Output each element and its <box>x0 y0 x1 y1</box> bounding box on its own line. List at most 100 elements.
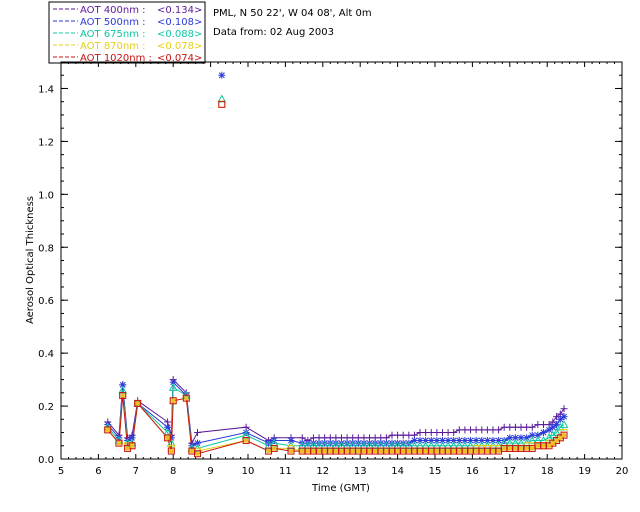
data-point <box>264 441 273 450</box>
data-point-stroke <box>422 437 429 444</box>
location-text: PML, N 50 22', W 04 08', Alt 0m <box>213 8 372 19</box>
data-point <box>466 441 475 450</box>
series-markers <box>104 391 568 458</box>
data-point-fill <box>423 449 428 454</box>
data-point <box>460 441 470 450</box>
axis-ticks <box>60 62 623 460</box>
data-point <box>511 438 520 447</box>
data-point <box>553 413 561 421</box>
data-point-stroke <box>546 426 553 433</box>
data-point-fill <box>356 449 361 454</box>
data-point-fill <box>468 449 473 454</box>
data-point <box>359 441 369 450</box>
data-point-fill <box>418 449 423 454</box>
x-tick-label: 10 <box>242 466 255 477</box>
data-point-fill <box>524 446 529 451</box>
data-point-stroke <box>450 437 457 444</box>
data-point <box>516 438 526 447</box>
data-point-fill <box>457 449 462 454</box>
data-point-fill <box>165 435 170 440</box>
data-point-fill <box>502 446 507 451</box>
data-point <box>426 441 436 450</box>
legend: AOT 400nm : <0.134>AOT 500nm : <0.108> AO… <box>48 1 206 64</box>
data-point <box>169 397 177 405</box>
data-point <box>287 447 295 455</box>
data-point-fill <box>367 449 372 454</box>
legend-item: AOT 500nm : <0.108> <box>53 17 202 28</box>
data-point <box>552 428 561 436</box>
data-point-stroke <box>478 437 485 444</box>
data-point <box>382 441 391 450</box>
x-tick-label: 7 <box>133 466 139 477</box>
legend-item: AOT 400nm : <0.134> <box>53 5 202 16</box>
data-point <box>548 430 558 439</box>
data-point <box>539 435 548 444</box>
data-point-fill <box>135 401 140 406</box>
data-point <box>119 391 127 399</box>
data-point-fill <box>384 449 389 454</box>
data-point-fill <box>328 449 333 454</box>
data-point-stroke <box>489 437 496 444</box>
data-point-stroke <box>484 437 491 444</box>
data-point <box>342 441 352 450</box>
data-point <box>134 399 142 407</box>
y-tick-label: 1.2 <box>38 137 54 148</box>
data-point <box>499 438 509 447</box>
data-point-fill <box>507 446 512 451</box>
data-point <box>450 429 458 437</box>
data-point-fill <box>412 449 417 454</box>
x-axis-title: Time (GMT) <box>311 483 370 494</box>
outlier-markers <box>217 71 227 108</box>
data-point-fill <box>300 449 305 454</box>
data-point <box>348 441 358 450</box>
data-point <box>444 436 452 444</box>
data-point <box>241 430 251 439</box>
data-point <box>331 441 341 450</box>
data-point-fill <box>446 449 451 454</box>
data-point <box>415 441 425 450</box>
data-point <box>370 441 380 450</box>
y-tick-label: 1.0 <box>38 190 54 201</box>
x-tick-label: 19 <box>578 466 591 477</box>
data-point-fill <box>406 449 411 454</box>
data-point <box>194 429 202 437</box>
data-point-fill <box>361 449 366 454</box>
data-point-fill <box>429 449 434 454</box>
legend-label: AOT 870nm : <box>80 41 146 52</box>
data-point <box>559 420 569 428</box>
data-point-stroke <box>194 440 201 447</box>
data-point-fill <box>485 449 490 454</box>
data-point-fill <box>195 451 200 456</box>
legend-mean-value: <0.088> <box>157 29 202 40</box>
data-point <box>269 438 279 447</box>
data-point <box>505 438 515 447</box>
data-point-fill <box>169 449 174 454</box>
data-point-fill <box>479 449 484 454</box>
x-tick-label: 5 <box>58 466 64 477</box>
data-point-fill <box>373 449 378 454</box>
data-point-stroke <box>218 72 225 79</box>
y-tick-label: 0.0 <box>38 455 54 466</box>
data-point <box>528 423 536 431</box>
data-point-stroke <box>561 413 568 420</box>
data-point <box>545 426 553 434</box>
data-point <box>527 435 537 444</box>
data-point-fill <box>378 449 383 454</box>
data-point <box>218 71 226 79</box>
legend-mean-value: <0.108> <box>157 17 202 28</box>
data-point-fill <box>350 449 355 454</box>
data-point-fill <box>305 449 310 454</box>
x-tick-label: 8 <box>170 466 176 477</box>
x-tick-label: 16 <box>466 466 479 477</box>
data-point <box>443 441 453 450</box>
legend-item: AOT 870nm : <0.078> <box>53 41 202 52</box>
data-point-stroke <box>523 434 530 441</box>
data-point-fill <box>389 449 394 454</box>
data-point <box>495 426 503 434</box>
data-point <box>387 441 397 450</box>
data-point-fill <box>562 433 567 438</box>
data-point-fill <box>105 427 110 432</box>
data-point <box>104 426 112 434</box>
data-point-fill <box>130 443 135 448</box>
